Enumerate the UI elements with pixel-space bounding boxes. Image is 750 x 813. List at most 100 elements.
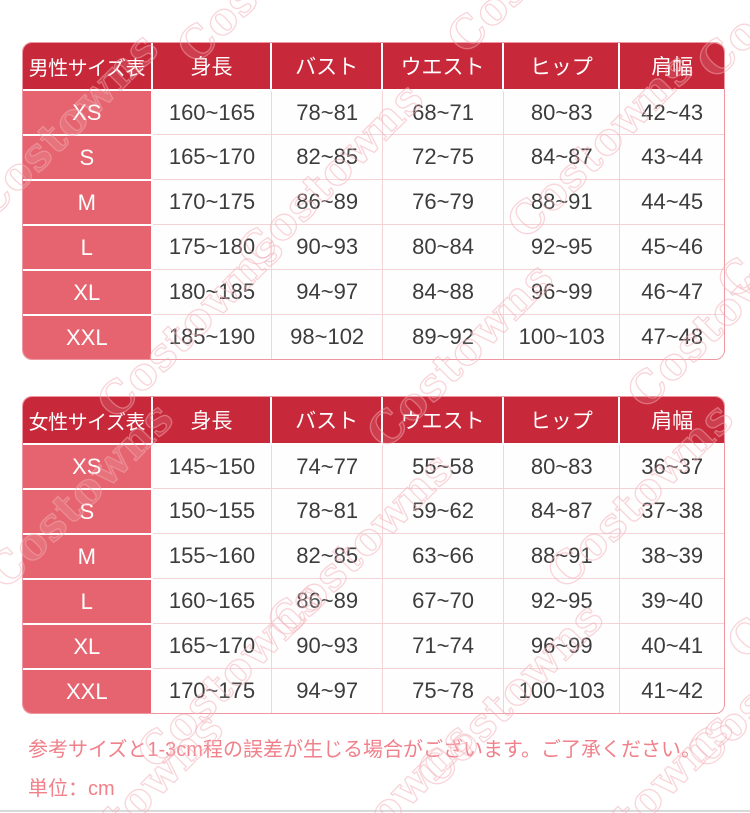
womens-size-table: 女性サイズ表 身長 バスト ウエスト ヒップ 肩幅 XS 145~150 74~77 55~58 8… bbox=[23, 397, 724, 713]
size-label-cell: M bbox=[23, 533, 153, 578]
measurement-cell: 78~81 bbox=[272, 91, 383, 134]
table-row: XXL 185~190 98~102 89~92 100~103 47~48 bbox=[23, 314, 724, 359]
measurement-cell: 100~103 bbox=[504, 314, 621, 359]
table-row: S 150~155 78~81 59~62 84~87 37~38 bbox=[23, 488, 724, 533]
measurement-cell: 74~77 bbox=[272, 445, 383, 488]
size-label-cell: XL bbox=[23, 623, 153, 668]
measurement-cell: 180~185 bbox=[152, 269, 273, 314]
measurement-cell: 76~79 bbox=[382, 179, 505, 224]
column-header: 身長 bbox=[152, 43, 273, 91]
table-row: XS 160~165 78~81 68~71 80~83 42~43 bbox=[23, 91, 724, 134]
footnotes: 参考サイズと1-3cm程の誤差が生じる場合がございます。ご了承ください。 単位：… bbox=[28, 736, 750, 803]
measurement-cell: 94~97 bbox=[272, 668, 383, 713]
table-title-cell: 女性サイズ表 bbox=[23, 397, 153, 445]
measurement-cell: 82~85 bbox=[272, 134, 383, 179]
measurement-cell: 84~87 bbox=[504, 488, 621, 533]
measurement-cell: 43~44 bbox=[620, 134, 724, 179]
measurement-cell: 170~175 bbox=[152, 179, 273, 224]
measurement-cell: 86~89 bbox=[272, 578, 383, 623]
measurement-cell: 155~160 bbox=[152, 533, 273, 578]
measurement-cell: 98~102 bbox=[272, 314, 383, 359]
size-label-cell: XS bbox=[23, 445, 153, 488]
table-row: M 155~160 82~85 63~66 88~91 38~39 bbox=[23, 533, 724, 578]
measurement-cell: 185~190 bbox=[152, 314, 273, 359]
column-header: 身長 bbox=[152, 397, 273, 445]
measurement-cell: 40~41 bbox=[620, 623, 724, 668]
column-header: ウエスト bbox=[382, 43, 505, 91]
measurement-cell: 55~58 bbox=[382, 445, 505, 488]
column-header: ヒップ bbox=[504, 43, 621, 91]
measurement-cell: 92~95 bbox=[504, 578, 621, 623]
measurement-cell: 36~37 bbox=[620, 445, 724, 488]
measurement-cell: 88~91 bbox=[504, 179, 621, 224]
table-row: XXL 170~175 94~97 75~78 100~103 41~42 bbox=[23, 668, 724, 713]
mens-size-table-wrap: 男性サイズ表 身長 バスト ウエスト ヒップ 肩幅 XS 160~165 78~81 68~71 8… bbox=[22, 42, 725, 360]
measurement-cell: 63~66 bbox=[382, 533, 505, 578]
measurement-cell: 82~85 bbox=[272, 533, 383, 578]
column-header: 肩幅 bbox=[620, 397, 724, 445]
measurement-cell: 88~91 bbox=[504, 533, 621, 578]
column-header: 肩幅 bbox=[620, 43, 724, 91]
table-row: M 170~175 86~89 76~79 88~91 44~45 bbox=[23, 179, 724, 224]
size-label-cell: L bbox=[23, 578, 153, 623]
size-label-cell: M bbox=[23, 179, 153, 224]
note-unit: 単位：cm bbox=[28, 778, 115, 800]
measurement-cell: 86~89 bbox=[272, 179, 383, 224]
measurement-cell: 92~95 bbox=[504, 224, 621, 269]
measurement-cell: 84~87 bbox=[504, 134, 621, 179]
size-label-cell: L bbox=[23, 224, 153, 269]
measurement-cell: 100~103 bbox=[504, 668, 621, 713]
measurement-cell: 90~93 bbox=[272, 623, 383, 668]
measurement-cell: 84~88 bbox=[382, 269, 505, 314]
table-row: XS 145~150 74~77 55~58 80~83 36~37 bbox=[23, 445, 724, 488]
measurement-cell: 145~150 bbox=[152, 445, 273, 488]
measurement-cell: 90~93 bbox=[272, 224, 383, 269]
size-label-cell: S bbox=[23, 488, 153, 533]
measurement-cell: 170~175 bbox=[152, 668, 273, 713]
header-row: 女性サイズ表 身長 バスト ウエスト ヒップ 肩幅 bbox=[23, 397, 724, 445]
size-label-cell: XS bbox=[23, 91, 153, 134]
size-label-cell: XL bbox=[23, 269, 153, 314]
measurement-cell: 46~47 bbox=[620, 269, 724, 314]
measurement-cell: 150~155 bbox=[152, 488, 273, 533]
table-row: XL 180~185 94~97 84~88 96~99 46~47 bbox=[23, 269, 724, 314]
measurement-cell: 39~40 bbox=[620, 578, 724, 623]
size-label-cell: S bbox=[23, 134, 153, 179]
note-tolerance: 参考サイズと1-3cm程の誤差が生じる場合がございます。ご了承ください。 bbox=[28, 739, 701, 761]
measurement-cell: 44~45 bbox=[620, 179, 724, 224]
measurement-cell: 37~38 bbox=[620, 488, 724, 533]
table-title-cell: 男性サイズ表 bbox=[23, 43, 153, 91]
measurement-cell: 96~99 bbox=[504, 269, 621, 314]
column-header: ヒップ bbox=[504, 397, 621, 445]
size-label-cell: XXL bbox=[23, 314, 153, 359]
measurement-cell: 94~97 bbox=[272, 269, 383, 314]
table-row: XL 165~170 90~93 71~74 96~99 40~41 bbox=[23, 623, 724, 668]
measurement-cell: 72~75 bbox=[382, 134, 505, 179]
measurement-cell: 165~170 bbox=[152, 134, 273, 179]
measurement-cell: 68~71 bbox=[382, 91, 505, 134]
column-header: バスト bbox=[272, 397, 383, 445]
measurement-cell: 160~165 bbox=[152, 91, 273, 134]
bottom-divider bbox=[0, 810, 750, 812]
measurement-cell: 80~84 bbox=[382, 224, 505, 269]
measurement-cell: 42~43 bbox=[620, 91, 724, 134]
measurement-cell: 45~46 bbox=[620, 224, 724, 269]
measurement-cell: 38~39 bbox=[620, 533, 724, 578]
measurement-cell: 96~99 bbox=[504, 623, 621, 668]
column-header: ウエスト bbox=[382, 397, 505, 445]
size-label-cell: XXL bbox=[23, 668, 153, 713]
measurement-cell: 41~42 bbox=[620, 668, 724, 713]
measurement-cell: 71~74 bbox=[382, 623, 505, 668]
column-header: バスト bbox=[272, 43, 383, 91]
measurement-cell: 89~92 bbox=[382, 314, 505, 359]
measurement-cell: 78~81 bbox=[272, 488, 383, 533]
measurement-cell: 160~165 bbox=[152, 578, 273, 623]
measurement-cell: 175~180 bbox=[152, 224, 273, 269]
table-row: L 160~165 86~89 67~70 92~95 39~40 bbox=[23, 578, 724, 623]
measurement-cell: 67~70 bbox=[382, 578, 505, 623]
measurement-cell: 75~78 bbox=[382, 668, 505, 713]
measurement-cell: 80~83 bbox=[504, 91, 621, 134]
mens-size-table: 男性サイズ表 身長 バスト ウエスト ヒップ 肩幅 XS 160~165 78~81 68~71 8… bbox=[23, 43, 724, 359]
measurement-cell: 59~62 bbox=[382, 488, 505, 533]
table-row: L 175~180 90~93 80~84 92~95 45~46 bbox=[23, 224, 724, 269]
